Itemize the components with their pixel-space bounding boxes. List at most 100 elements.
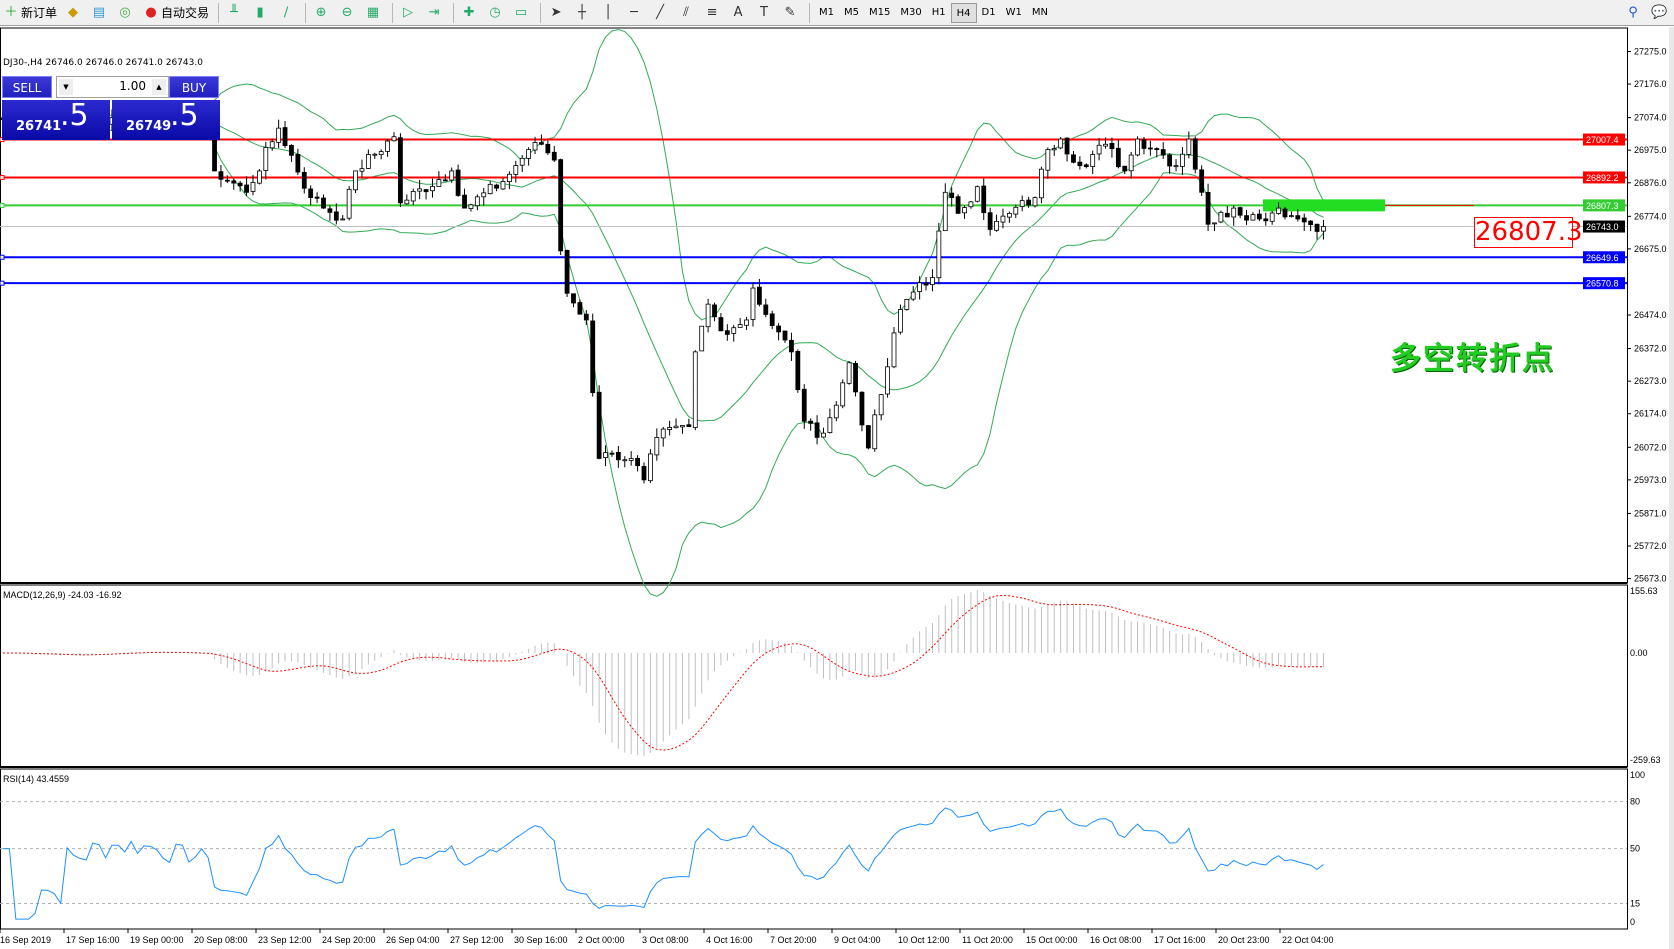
timeframe-mn[interactable]: MN	[1031, 6, 1048, 18]
timeframe-h4[interactable]: H4	[950, 2, 977, 23]
candle-body	[417, 188, 423, 192]
chart-window[interactable]: 27275.0 27176.0 27074.0 26975.0 26876.0 26774…	[0, 27, 1674, 949]
templates-button[interactable]: ▭	[510, 2, 534, 24]
candle-body	[718, 317, 724, 332]
rsi-axis-label: 80	[1630, 797, 1640, 807]
search-button[interactable]: ⚲	[1622, 2, 1646, 24]
zoom-in-button[interactable]: ⊕	[310, 2, 334, 24]
main-pane-border	[0, 27, 1628, 584]
sell-button[interactable]: SELL	[2, 76, 52, 98]
chart-canvas[interactable]: 27275.0 27176.0 27074.0 26975.0 26876.0 26774…	[0, 27, 1674, 949]
line-chart-button[interactable]: ∕	[275, 2, 299, 24]
sell-price-fraction: .5	[60, 98, 89, 133]
lot-increase-icon[interactable]: ▲	[152, 79, 166, 95]
candle-body	[231, 180, 237, 184]
shift-button[interactable]: ⇥	[423, 2, 447, 24]
candle-body	[622, 459, 628, 462]
scroll-button[interactable]: ▷	[397, 2, 421, 24]
candle-body	[1160, 149, 1166, 156]
periods-button[interactable]: ◷	[484, 2, 508, 24]
candle-body	[1128, 154, 1134, 172]
buy-button[interactable]: BUY	[169, 76, 219, 98]
price-tick-label: 26174.0	[1634, 409, 1667, 419]
text-button[interactable]: A	[727, 2, 751, 24]
price-tick-label: 27275.0	[1634, 47, 1667, 57]
candle-body	[648, 453, 653, 482]
signals-button[interactable]: ◎	[114, 2, 138, 24]
candle-body	[1244, 215, 1249, 221]
candle-body	[289, 144, 294, 156]
candle-body	[917, 282, 923, 292]
cursor-button[interactable]: ➤	[545, 2, 569, 24]
channels-icon: ⫽	[683, 4, 689, 20]
candle-body	[885, 366, 890, 395]
lot-size-input[interactable]: 1.00	[119, 79, 146, 93]
price-tick-label: 26474.0	[1634, 310, 1667, 320]
reversal-point-annotation[interactable]: 多空转折点	[1390, 341, 1555, 377]
rsi-line	[3, 807, 1324, 920]
hline-price-tag: 26807.3	[1586, 201, 1619, 211]
candle-body	[301, 171, 307, 189]
timeframe-m1[interactable]: M1	[819, 6, 835, 18]
candle-body	[372, 153, 378, 156]
candle-body	[449, 170, 455, 181]
candlestick-button[interactable]: ▮	[249, 2, 273, 24]
buy-price-button[interactable]: 26749 .5	[112, 98, 220, 140]
label-icon: T	[760, 4, 768, 20]
timeframe-m5[interactable]: M5	[844, 6, 860, 18]
line-handle[interactable]	[0, 174, 5, 180]
indicators-button[interactable]: ✚	[458, 2, 482, 24]
gold-button[interactable]: ◆	[62, 2, 86, 24]
candle-body	[596, 391, 602, 459]
candle-body	[404, 199, 410, 205]
fibonacci-button[interactable]: ≡	[701, 2, 725, 24]
price-callout-label[interactable]: 26807.3	[1474, 217, 1583, 248]
channels-button[interactable]: ⫽	[675, 2, 699, 24]
timeframe-d1[interactable]: D1	[981, 6, 996, 18]
market-watch-button[interactable]: ▤	[88, 2, 112, 24]
timeframe-m15[interactable]: M15	[869, 6, 891, 18]
time-axis-label: 3 Oct 08:00	[642, 935, 689, 945]
line-handle[interactable]	[0, 280, 5, 286]
lot-size-stepper[interactable]: ▼ 1.00 ▲	[56, 76, 169, 98]
timeframe-h1[interactable]: H1	[931, 6, 946, 18]
time-axis-label: 17 Oct 16:00	[1154, 935, 1206, 945]
candle-body	[756, 286, 762, 305]
timeframe-w1[interactable]: W1	[1005, 6, 1022, 18]
scrollbar[interactable]	[1669, 27, 1674, 949]
rsi-label: RSI(14) 43.4559	[3, 774, 69, 784]
sell-price-button[interactable]: 26741 .5	[2, 98, 110, 140]
candle-body	[276, 127, 282, 143]
candle-body	[923, 282, 929, 286]
candle-body	[506, 173, 512, 183]
chat-button[interactable]: 💬	[1648, 2, 1672, 24]
vertical-line-button[interactable]: │	[597, 2, 621, 24]
line-handle[interactable]	[0, 202, 5, 208]
candle-body	[1199, 169, 1205, 193]
arrows-button[interactable]: ✎	[779, 2, 803, 24]
candle-body	[795, 350, 801, 391]
time-axis-label: 23 Sep 12:00	[258, 935, 312, 945]
candle-body	[577, 302, 583, 315]
lot-decrease-icon[interactable]: ▼	[59, 79, 73, 95]
candle-body	[776, 325, 782, 333]
crosshair-button[interactable]: ┼	[571, 2, 595, 24]
candle-body	[731, 327, 737, 334]
chart-info-line: DJ30-,H4 26746.0 26746.0 26741.0 26743.0	[3, 58, 203, 68]
line-handle[interactable]	[0, 254, 5, 260]
signals-icon: ◎	[119, 4, 131, 20]
candle-body	[378, 151, 384, 155]
label-button[interactable]: T	[753, 2, 777, 24]
trendline-button[interactable]: ╱	[649, 2, 673, 24]
tile-button[interactable]: ▦	[362, 2, 386, 24]
auto-trading-button[interactable]: ● 自动交易	[140, 2, 212, 24]
bar-chart-button[interactable]: ╨	[223, 2, 247, 24]
horizontal-line-button[interactable]: ─	[623, 2, 647, 24]
price-tick-label: 26876.0	[1634, 178, 1667, 188]
zoom-out-button[interactable]: ⊖	[336, 2, 360, 24]
hline-price-tag-bg	[1583, 199, 1625, 212]
new-order-button[interactable]: ＋新订单	[4, 4, 58, 21]
candle-body	[878, 394, 884, 416]
support-zone-rectangle[interactable]	[1263, 199, 1385, 212]
timeframe-m30[interactable]: M30	[900, 6, 922, 18]
